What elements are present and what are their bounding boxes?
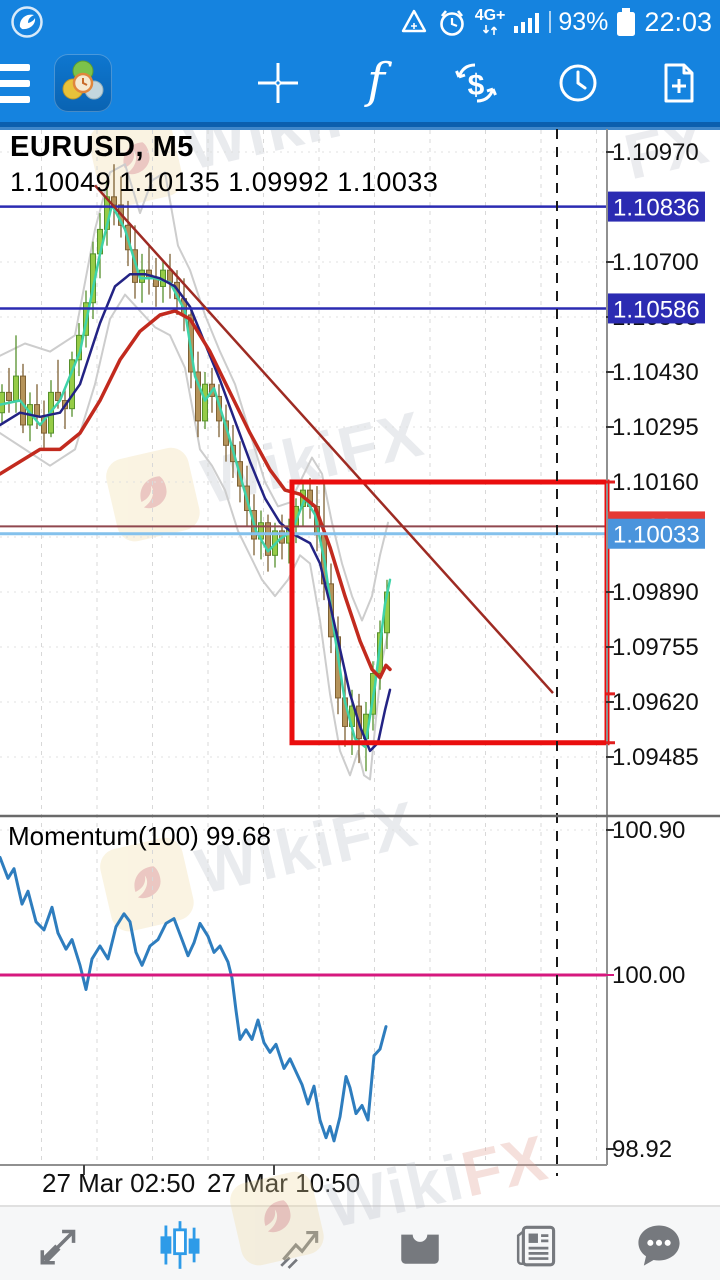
data-arrows-icon (482, 25, 498, 35)
indicator-axis-label: 100.90 (612, 817, 685, 844)
drawn-rectangle (289, 479, 610, 746)
indicator-axis-label: 100.00 (612, 962, 685, 989)
svg-text:$: $ (468, 69, 485, 102)
status-bar: 4G+ 93% 22:03 (0, 0, 720, 44)
price-axis-label: 1.09890 (612, 579, 699, 606)
newspaper-icon (516, 1225, 556, 1266)
price-axis-label: 1.10700 (612, 249, 699, 276)
indicators-button[interactable]: f (354, 57, 398, 109)
battery-icon (617, 8, 636, 36)
price-badge (608, 293, 705, 324)
price-axis-label: 1.09755 (612, 634, 699, 661)
price-axis-label: 1.10430 (612, 359, 699, 386)
price-badge (608, 191, 705, 222)
menu-button[interactable] (0, 63, 30, 103)
trendline (94, 184, 554, 694)
candle-body (69, 359, 75, 410)
time-axis-label: 27 Mar 10:50 (207, 1168, 361, 1198)
new-order-button[interactable] (654, 59, 702, 107)
chat-bubble-icon (638, 1225, 680, 1266)
candle-body (202, 383, 208, 422)
price-axis-label: 1.10160 (612, 469, 699, 496)
nav-trade-button[interactable] (275, 1220, 325, 1270)
nav-history-button[interactable] (395, 1220, 445, 1270)
crosshair-button[interactable] (254, 59, 302, 107)
price-badge-label: 1.10836 (613, 195, 700, 222)
price-axis-label: 1.09485 (612, 744, 699, 771)
notification-app-icon (11, 6, 43, 38)
chart-header: EURUSD, M5 1.10049 1.10135 1.09992 1.100… (10, 131, 438, 198)
data-saver-icon (401, 9, 426, 33)
price-axis-label: 1.10970 (612, 139, 699, 166)
candlestick-chart-icon (160, 1220, 200, 1269)
band-lower-line (0, 293, 389, 781)
time-axis-label: 27 Mar 02:50 (42, 1168, 196, 1198)
network-type-label: 4G+ (474, 7, 506, 24)
symbol-timeframe-label: EURUSD, M5 (10, 131, 194, 163)
nav-messages-button[interactable] (633, 1219, 685, 1271)
price-axis-label: 1.09620 (612, 689, 699, 716)
crosshair-icon (258, 63, 298, 103)
fast-ma-line (0, 203, 392, 749)
candle-body (265, 522, 271, 556)
new-order-icon (664, 63, 694, 103)
network-type-indicator: 4G+ (474, 7, 506, 36)
svg-text:f: f (364, 57, 392, 109)
momentum-line (0, 855, 388, 1143)
price-badge (608, 518, 705, 549)
nav-quotes-button[interactable] (35, 1220, 85, 1270)
bottom-nav (0, 1205, 720, 1280)
price-badge-label: 1.10586 (613, 296, 700, 323)
history-button[interactable] (554, 59, 602, 107)
signal-strength-icon (514, 13, 540, 33)
trade-trend-icon (280, 1230, 319, 1269)
chart-top-strip (0, 127, 720, 130)
indicator-label: Momentum(100) 99.68 (8, 821, 272, 851)
candle-body (6, 391, 12, 402)
toolbar: f $ (0, 44, 720, 127)
battery-percent: 93% (558, 7, 609, 36)
function-f-icon: f (364, 57, 392, 109)
indicator-axis-label: 98.92 (612, 1136, 672, 1163)
status-divider (549, 11, 552, 33)
metatrader-logo-icon (62, 60, 104, 100)
currency-swap-icon: $ (455, 63, 497, 103)
price-axis-label: 1.10295 (612, 414, 699, 441)
nav-charts-button[interactable] (154, 1219, 206, 1271)
quotes-arrows-icon (40, 1229, 75, 1264)
nav-news-button[interactable] (514, 1220, 564, 1270)
slow-ma-line (0, 309, 392, 680)
price-badge-label: 1.10033 (613, 522, 700, 549)
clock-time: 22:03 (644, 6, 712, 37)
inbox-tray-icon (400, 1234, 439, 1264)
ohlc-values: 1.10049 1.10135 1.09992 1.10033 (10, 167, 439, 197)
band-upper-line (0, 163, 389, 622)
trade-currency-button[interactable]: $ (450, 57, 502, 109)
alarm-icon (439, 10, 464, 36)
app-logo[interactable] (54, 54, 112, 112)
clock-icon (559, 64, 597, 102)
candle-body (13, 375, 19, 402)
medium-ma-line (0, 272, 392, 753)
candle-body (195, 371, 201, 422)
